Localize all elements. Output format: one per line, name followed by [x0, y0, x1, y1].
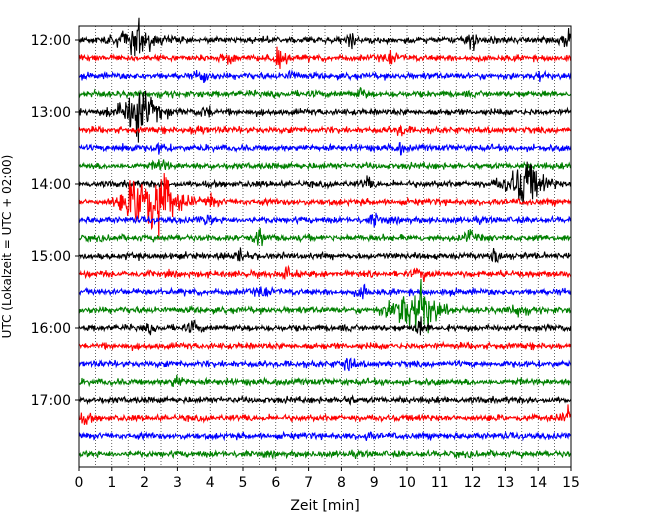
seismic-trace — [78, 69, 572, 84]
x-tick-label: 12 — [464, 475, 482, 491]
seismic-trace — [78, 374, 572, 388]
seismic-trace — [78, 430, 572, 442]
x-tick-label: 1 — [107, 475, 116, 491]
x-tick-label: 14 — [529, 475, 547, 491]
seismic-trace — [78, 357, 572, 372]
trace-layer — [78, 17, 572, 461]
seismic-trace — [78, 278, 572, 334]
x-tick-label: 4 — [206, 475, 215, 491]
seismic-trace — [78, 159, 572, 172]
x-axis-title: Zeit [min] — [290, 498, 359, 514]
x-tick-label: 5 — [239, 475, 248, 491]
y-tick-label: 13:00 — [31, 105, 71, 121]
seismic-trace — [78, 283, 572, 300]
x-tick-label: 3 — [173, 475, 182, 491]
x-tick-label: 10 — [398, 475, 416, 491]
y-tick-label: 17:00 — [31, 393, 71, 409]
y-tick-label: 14:00 — [31, 177, 71, 193]
seismic-trace — [78, 394, 572, 406]
y-tick-label: 15:00 — [31, 249, 71, 265]
seismic-trace — [78, 124, 572, 137]
seismic-trace — [78, 316, 572, 336]
seismic-trace — [78, 172, 572, 240]
x-tick-label: 8 — [337, 475, 346, 491]
x-tick-label: 13 — [496, 475, 514, 491]
x-tick-label: 6 — [271, 475, 280, 491]
seismic-trace — [78, 340, 572, 352]
x-tick-label: 11 — [431, 475, 449, 491]
seismic-trace — [78, 212, 572, 228]
y-axis-title: UTC (Lokalzeit = UTC + 02:00) — [0, 155, 14, 339]
seismic-trace — [78, 141, 572, 156]
seismic-trace — [78, 46, 572, 70]
seismic-trace — [78, 264, 572, 282]
y-tick-label: 16:00 — [31, 321, 71, 337]
seismic-trace — [78, 86, 572, 100]
x-tick-label: 9 — [370, 475, 379, 491]
seismic-trace — [78, 247, 572, 264]
x-tick-label: 15 — [562, 475, 580, 491]
seismic-trace — [78, 448, 572, 461]
x-tick-label: 0 — [75, 475, 84, 491]
x-axis-ticks: 0 1 2 3 4 5 6 7 8 9 10 11 12 13 14 15 — [75, 467, 580, 491]
y-tick-label: 12:00 — [31, 33, 71, 49]
seismic-trace — [78, 17, 572, 57]
y-axis-ticks: 12:00 13:00 14:00 15:00 16:00 17:00 — [31, 33, 79, 409]
seismic-trace — [78, 404, 572, 425]
x-tick-label: 2 — [140, 475, 149, 491]
seismic-trace — [78, 90, 572, 143]
seismic-trace — [78, 227, 572, 247]
plot-frame — [78, 25, 572, 468]
x-tick-label: 7 — [304, 475, 313, 491]
